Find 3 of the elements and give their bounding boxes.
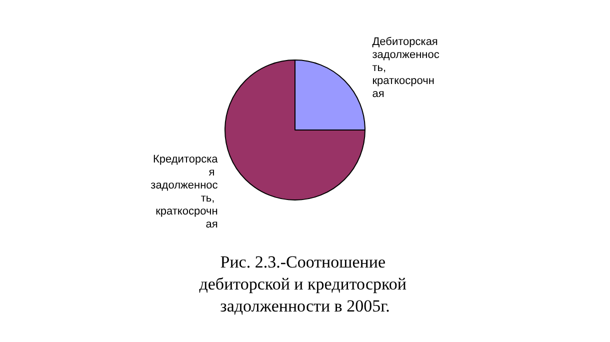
slice-label: Дебиторская задолженность, краткосрочная — [372, 36, 441, 100]
slice-label: Кредиторская задолженность, краткосрочная — [150, 154, 219, 231]
text: Рис. 2.3.-Соотношение дебиторской и кредитосркой задолженности в 2005г. — [199, 252, 411, 316]
